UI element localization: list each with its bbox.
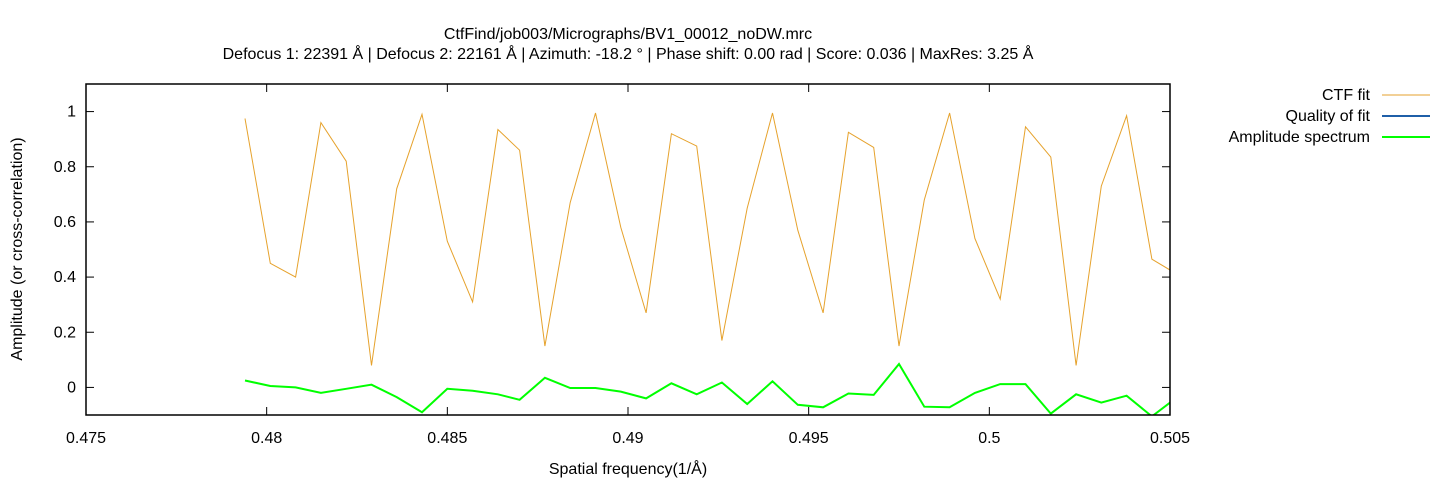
y-tick-label: 0.2 <box>54 324 76 341</box>
x-tick-label: 0.475 <box>66 430 106 447</box>
x-tick-label: 0.495 <box>789 430 829 447</box>
series-line-amplitude-spectrum <box>244 362 1170 415</box>
series-line-ctf-fit <box>244 112 1170 366</box>
y-tick-label: 0.8 <box>54 159 76 176</box>
x-tick-label: 0.505 <box>1150 430 1190 447</box>
x-tick-label: 0.485 <box>427 430 467 447</box>
plot-frame <box>85 83 1171 416</box>
chart-subtitle: Defocus 1: 22391 Å | Defocus 2: 22161 Å … <box>223 44 1034 63</box>
y-tick-label: 0 <box>67 379 76 396</box>
y-tick-label: 1 <box>67 104 76 121</box>
chart-title: CtfFind/job003/Micrographs/BV1_00012_noD… <box>444 26 812 43</box>
x-tick-label: 0.48 <box>251 430 282 447</box>
x-tick-label: 0.49 <box>612 430 643 447</box>
x-axis-label: Spatial frequency(1/Å) <box>549 459 707 478</box>
y-axis-label: Amplitude (or cross-correlation) <box>9 137 26 360</box>
x-tick-label: 0.5 <box>978 430 1000 447</box>
legend-label: Quality of fit <box>1286 108 1371 125</box>
legend-label: CTF fit <box>1322 87 1371 104</box>
y-tick-label: 0.6 <box>54 214 76 231</box>
y-tick-label: 0.4 <box>54 269 76 286</box>
legend-label: Amplitude spectrum <box>1229 129 1370 146</box>
